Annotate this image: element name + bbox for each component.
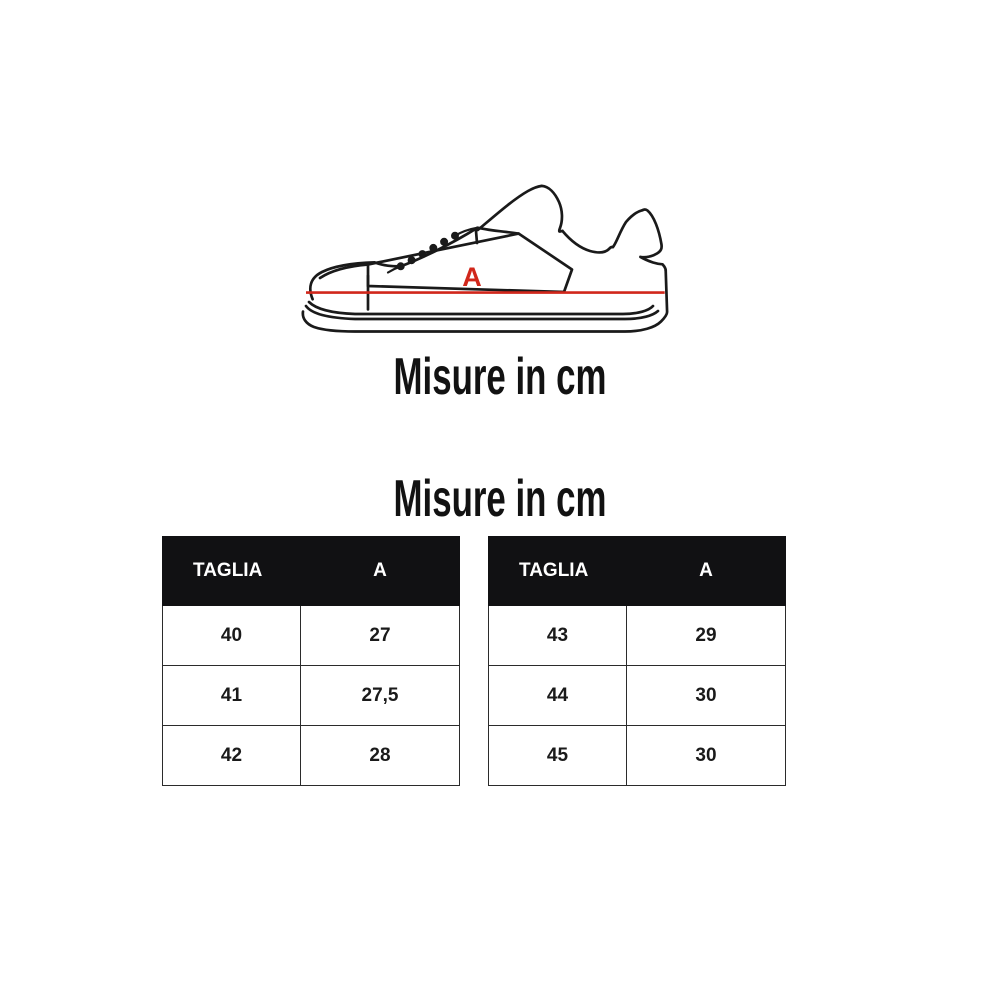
svg-text:A: A	[462, 262, 482, 292]
